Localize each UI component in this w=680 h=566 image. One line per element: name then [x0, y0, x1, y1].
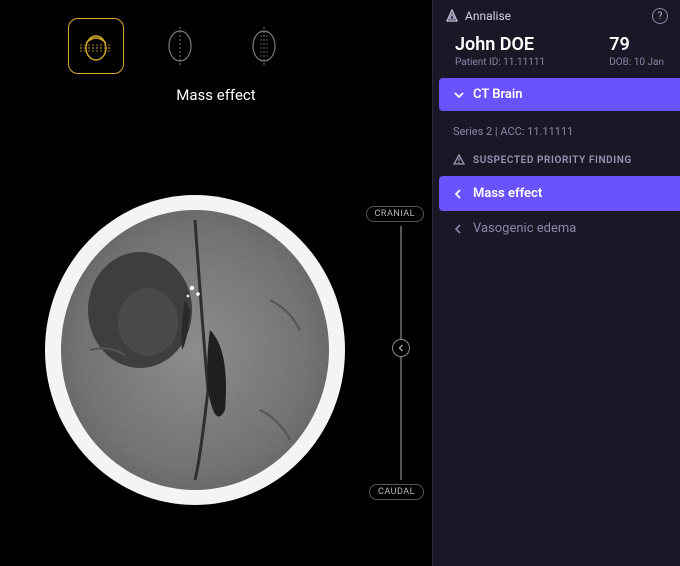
patient-dob: DOB: 10 Jan: [609, 57, 664, 68]
image-viewer: Mass effect: [0, 0, 432, 566]
view-tab-coronal[interactable]: [236, 18, 292, 74]
chevron-left-icon: [453, 223, 463, 235]
view-orientation-tabs: [0, 0, 432, 74]
patient-block: John DOE Patient ID: 11.11111 79 DOB: 10…: [433, 30, 680, 78]
finding-row-vasogenic-edema[interactable]: Vasogenic edema: [439, 211, 680, 246]
study-header[interactable]: CT Brain: [439, 78, 680, 111]
brand-logo-icon: [445, 9, 459, 23]
findings-panel: Annalise ? John DOE Patient ID: 11.11111…: [432, 0, 680, 566]
priority-header: SUSPECTED PRIORITY FINDING: [433, 148, 680, 176]
finding-label-active: Mass effect: [473, 186, 542, 201]
slider-handle[interactable]: [392, 339, 410, 357]
brand: Annalise: [445, 9, 511, 23]
chevron-down-icon: [453, 89, 465, 101]
warning-icon: [453, 154, 465, 166]
series-info: Series 2 | ACC: 11.11111: [433, 111, 680, 148]
brand-name: Annalise: [465, 9, 511, 23]
study-title: CT Brain: [473, 87, 523, 102]
slider-label-top: CRANIAL: [366, 206, 424, 222]
axial-head-icon: [78, 28, 114, 64]
finding-row-mass-effect[interactable]: Mass effect: [439, 176, 680, 211]
slider-label-bottom: CAUDAL: [369, 484, 424, 500]
sagittal-head-icon: [164, 27, 196, 65]
patient-name: John DOE: [455, 34, 545, 55]
view-tab-axial[interactable]: [68, 18, 124, 74]
chevron-left-icon: [397, 344, 405, 352]
viewer-finding-label: Mass effect: [0, 86, 432, 104]
patient-id: Patient ID: 11.11111: [455, 57, 545, 68]
priority-header-text: SUSPECTED PRIORITY FINDING: [473, 155, 632, 166]
help-button[interactable]: ?: [652, 8, 668, 24]
coronal-head-icon: [248, 27, 280, 65]
view-tab-sagittal[interactable]: [152, 18, 208, 74]
help-icon: ?: [658, 11, 663, 22]
patient-age: 79: [609, 34, 664, 55]
ct-scan-image[interactable]: [30, 180, 360, 510]
chevron-left-icon: [453, 188, 463, 200]
finding-label-second: Vasogenic edema: [473, 221, 576, 236]
slider-track: [400, 226, 402, 480]
slice-slider[interactable]: [392, 226, 410, 480]
